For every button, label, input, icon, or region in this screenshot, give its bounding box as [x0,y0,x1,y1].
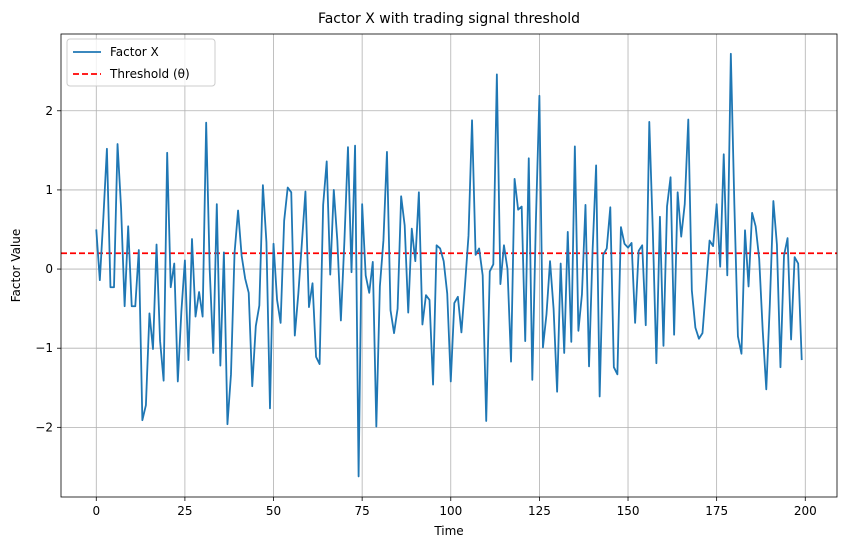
legend-label-threshold: Threshold (θ) [109,67,190,81]
y-tick-label: −1 [35,341,53,355]
x-tick-label: 25 [177,504,192,518]
x-tick-label: 75 [355,504,370,518]
x-tick-label: 150 [617,504,640,518]
series-line-factor-x [95,52,803,478]
legend-box [66,38,216,87]
y-axis-ticks: −2 −1 0 1 2 [35,104,61,434]
legend: Factor X Threshold (θ) [66,38,216,87]
legend-label-factor-x: Factor X [110,45,159,59]
y-tick-label: 1 [45,183,53,197]
x-tick-label: 50 [266,504,281,518]
y-tick-label: 0 [45,262,53,276]
chart-title: Factor X with trading signal threshold [318,11,580,27]
y-axis-label: Factor Value [9,229,23,303]
x-axis-label: Time [433,524,463,538]
x-tick-label: 100 [439,504,462,518]
x-tick-label: 175 [705,504,728,518]
x-axis-ticks: 0 25 50 75 100 125 150 175 200 [92,497,817,518]
x-tick-label: 0 [92,504,100,518]
x-tick-label: 125 [528,504,551,518]
y-tick-label: 2 [45,104,53,118]
plot-frame [60,33,838,498]
y-tick-label: −2 [35,420,53,434]
series-layer [95,52,803,478]
x-tick-label: 200 [794,504,817,518]
